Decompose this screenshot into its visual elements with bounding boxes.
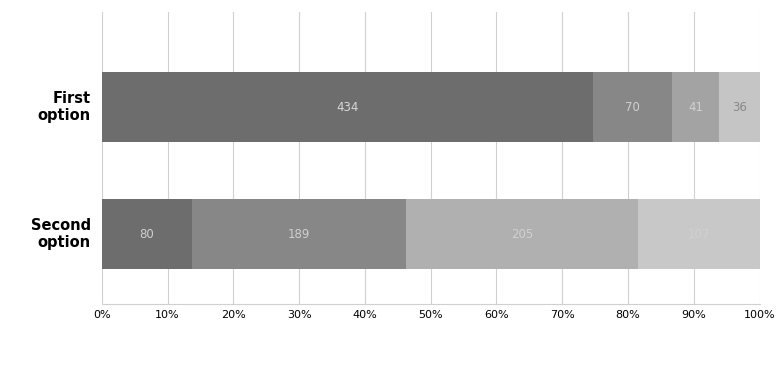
Bar [102,199,193,269]
Text: 36: 36 [731,101,746,113]
Bar [719,72,760,142]
Bar [673,72,719,142]
Bar [593,72,673,142]
Text: 205: 205 [511,228,533,241]
Text: 80: 80 [139,228,154,241]
Text: 41: 41 [688,101,703,113]
Text: 434: 434 [336,101,359,113]
Bar [406,199,638,269]
Text: 70: 70 [626,101,640,113]
Bar [102,72,593,142]
Bar [193,199,406,269]
Text: 189: 189 [288,228,311,241]
Text: 107: 107 [687,228,710,241]
Bar [638,199,760,269]
